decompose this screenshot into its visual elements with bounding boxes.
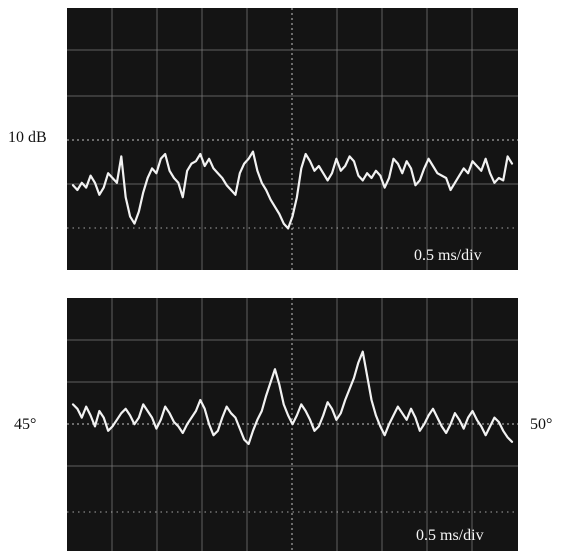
right-angle-label: 50° xyxy=(530,416,552,434)
upper-time-scale-label: 0.5 ms/div xyxy=(414,247,482,264)
left-angle-label: 45° xyxy=(14,416,36,434)
upper-oscilloscope-chart: 0.5 ms/div xyxy=(67,8,518,270)
lower-time-scale-label: 0.5 ms/div xyxy=(416,527,484,544)
lower-oscilloscope-chart: 0.5 ms/div xyxy=(67,298,518,551)
decibel-reference-label: 10 dB xyxy=(8,129,47,147)
